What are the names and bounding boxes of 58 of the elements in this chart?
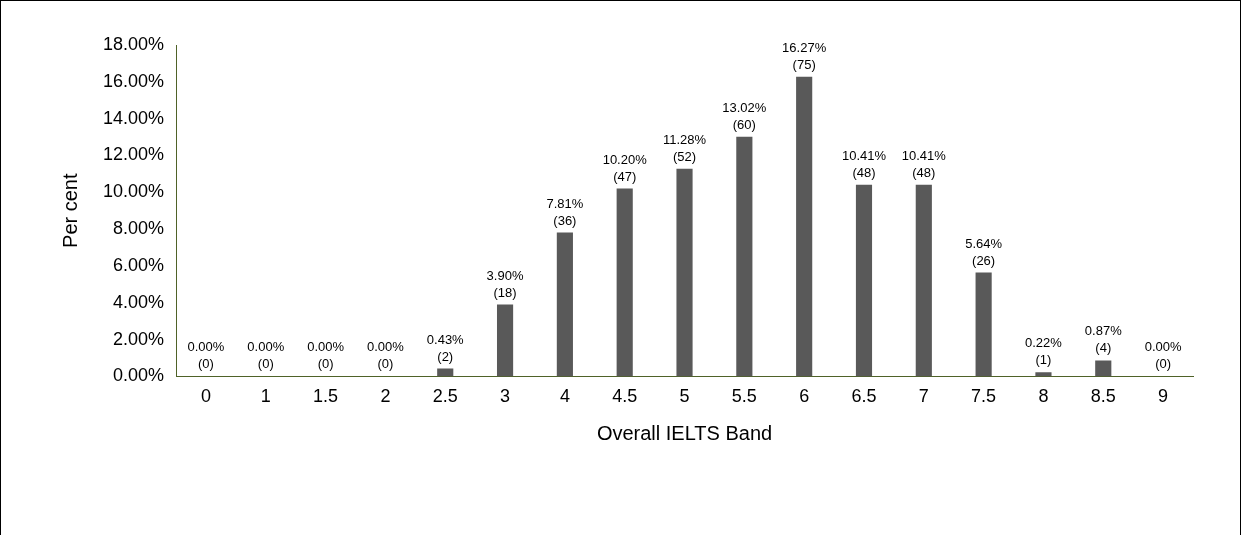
x-tick-label: 9 xyxy=(1158,386,1169,407)
bar xyxy=(915,184,932,377)
x-tick-label: 4 xyxy=(559,386,570,407)
data-label: 10.41% (48) xyxy=(901,147,947,180)
data-label: 5.64% (26) xyxy=(965,235,1003,268)
x-tick-label: 4.5 xyxy=(612,386,638,407)
bar xyxy=(736,136,753,377)
data-label: 7.81% (36) xyxy=(546,195,584,228)
y-tick-label: 12.00% xyxy=(102,144,165,165)
y-tick-label: 18.00% xyxy=(102,33,165,54)
x-tick-label: 5 xyxy=(679,386,690,407)
y-tick-label: 16.00% xyxy=(102,70,165,91)
data-label: 13.02% (60) xyxy=(722,99,767,132)
data-label: 3.90% (18) xyxy=(486,267,524,300)
x-tick-label: 5.5 xyxy=(731,386,757,407)
data-label: 0.00% (0) xyxy=(307,339,345,372)
data-label: 16.27% (75) xyxy=(782,39,827,72)
x-tick-label: 8 xyxy=(1038,386,1049,407)
x-tick-label: 2 xyxy=(380,386,391,407)
x-axis-title: Overall IELTS Band xyxy=(596,421,773,444)
data-label: 11.28% (52) xyxy=(662,131,707,164)
data-label: 0.00% (0) xyxy=(187,339,225,372)
data-label: 0.00% (0) xyxy=(1144,339,1182,372)
data-label: 0.43% (2) xyxy=(426,331,465,364)
data-label: 0.22% (1) xyxy=(1025,335,1063,368)
x-tick-label: 8.5 xyxy=(1090,386,1116,407)
y-tick-label: 10.00% xyxy=(102,181,165,202)
x-tick-label: 6.5 xyxy=(851,386,877,407)
data-label: 10.41% (48) xyxy=(841,147,887,180)
bar xyxy=(437,368,454,377)
y-tick-label: 2.00% xyxy=(113,328,165,349)
bar xyxy=(556,232,573,377)
data-label: 0.87% (4) xyxy=(1084,323,1123,356)
x-tick-label: 1 xyxy=(260,386,271,407)
bar xyxy=(1095,360,1112,377)
y-tick-label: 0.00% xyxy=(113,365,165,386)
y-tick-label: 14.00% xyxy=(102,107,165,128)
data-label: 0.00% (0) xyxy=(366,339,405,372)
y-axis-title: Per cent xyxy=(58,173,81,248)
bar xyxy=(855,184,873,377)
bar xyxy=(1035,372,1052,377)
bar xyxy=(496,304,514,377)
x-tick-label: 2.5 xyxy=(432,386,458,407)
y-tick-label: 6.00% xyxy=(113,254,165,275)
x-tick-label: 6 xyxy=(799,386,810,407)
y-tick-label: 4.00% xyxy=(113,291,165,312)
x-tick-label: 3 xyxy=(500,386,511,407)
x-tick-label: 0 xyxy=(200,386,211,407)
y-tick-label: 8.00% xyxy=(113,218,165,239)
x-tick-label: 7.5 xyxy=(971,386,997,407)
bar xyxy=(676,168,693,377)
data-label: 0.00% (0) xyxy=(247,339,285,372)
bar xyxy=(616,188,633,377)
data-label: 10.20% (47) xyxy=(602,151,648,184)
bar xyxy=(796,76,813,377)
x-tick-label: 1.5 xyxy=(313,386,339,407)
x-tick-label: 7 xyxy=(918,386,929,407)
bar xyxy=(975,272,992,377)
